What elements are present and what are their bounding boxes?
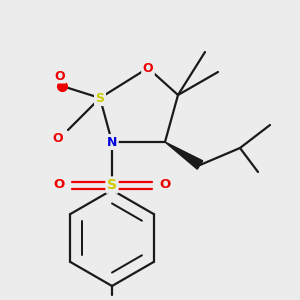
- Text: O: O: [53, 131, 63, 145]
- Text: S: S: [107, 178, 117, 192]
- Text: S: S: [95, 92, 104, 104]
- Text: N: N: [107, 136, 117, 148]
- Text: O: O: [143, 61, 153, 74]
- Text: O: O: [53, 178, 64, 191]
- Polygon shape: [165, 142, 203, 169]
- Text: O: O: [55, 70, 65, 83]
- Text: O: O: [159, 178, 171, 191]
